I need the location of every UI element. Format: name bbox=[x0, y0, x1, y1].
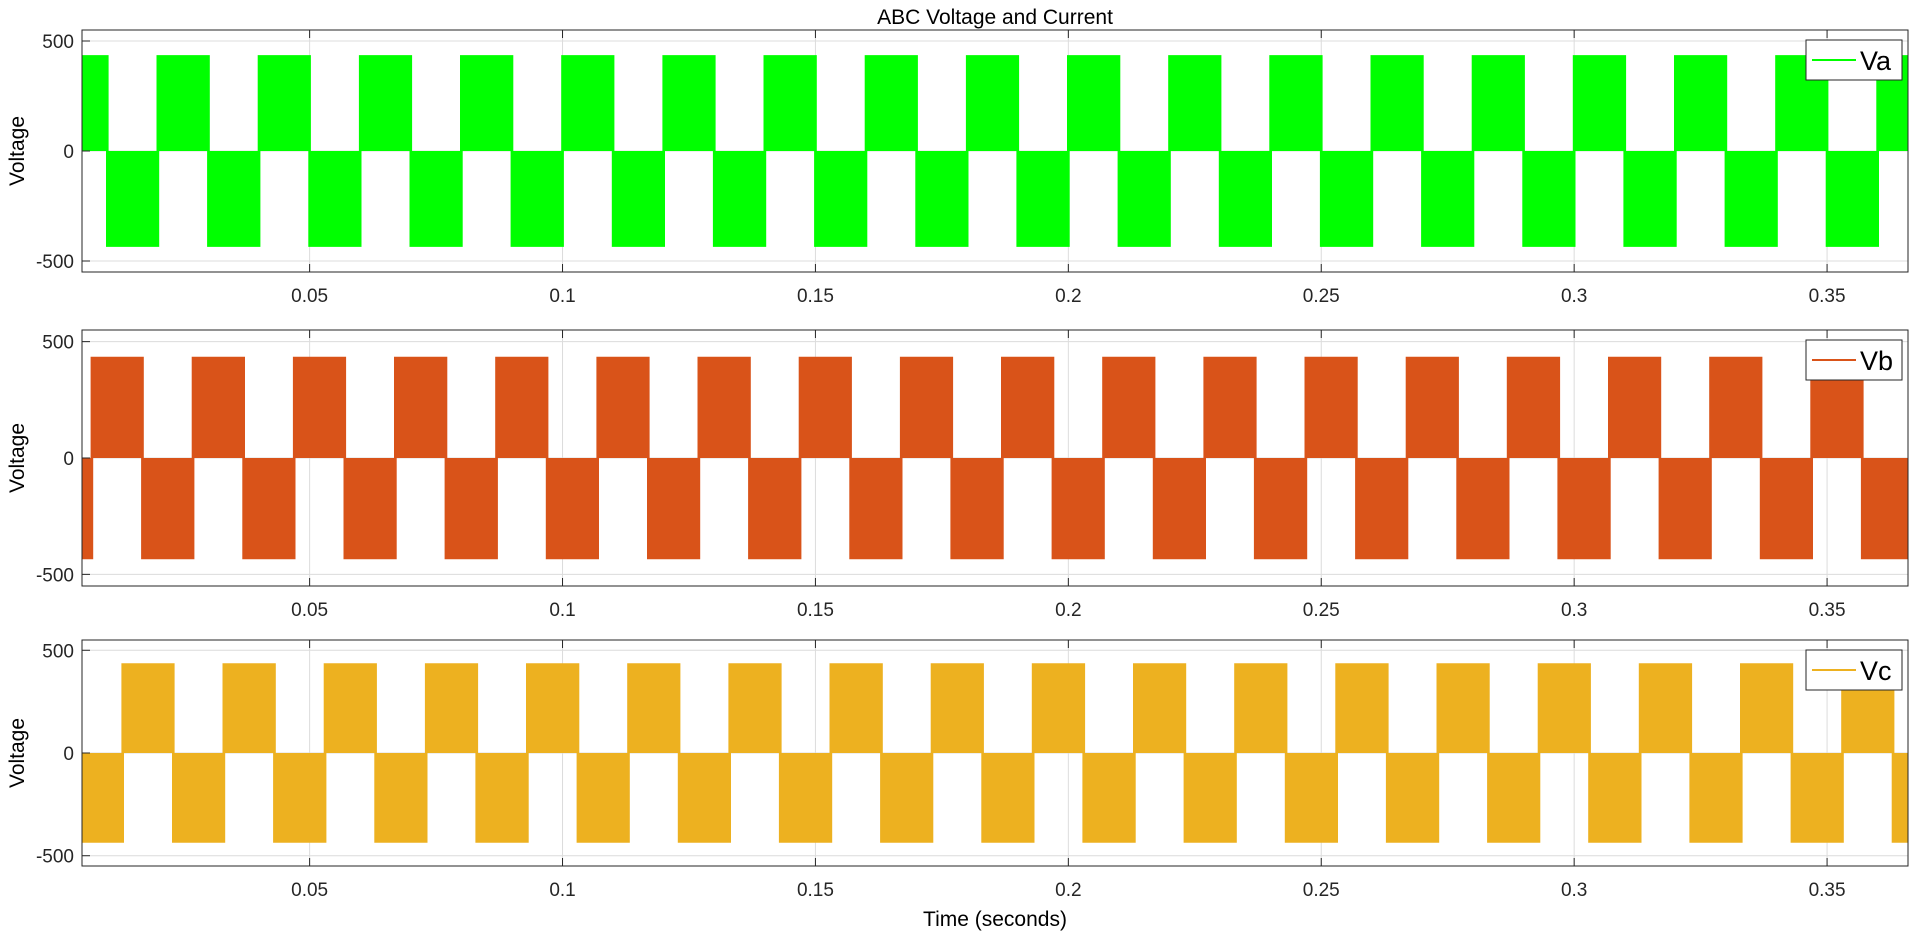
subplot-2: 0.05 0.1 0.15 0.2 0.25 0.3 0.35 -500 0 500 Voltage… bbox=[6, 329, 1909, 621]
legend: Va bbox=[1805, 39, 1903, 81]
y-tick-label: 500 bbox=[42, 333, 74, 354]
subplots: 0.05 0.1 0.15 0.2 0.25 0.3 0.35 -500 0 500 Voltage… bbox=[6, 29, 1909, 901]
series-vc-line bbox=[82, 663, 1908, 843]
subplot-3: 0.05 0.1 0.15 0.2 0.25 0.3 0.35 -500 0 500 Voltage… bbox=[6, 639, 1909, 901]
y-tick-label: -500 bbox=[36, 565, 74, 586]
x-tick-label: 0.25 bbox=[1303, 600, 1340, 621]
x-tick-label: 0.1 bbox=[549, 880, 575, 901]
series-vb-line bbox=[82, 356, 1908, 560]
x-tick-label: 0.1 bbox=[549, 600, 575, 621]
y-axis-label: Voltage bbox=[6, 718, 29, 788]
x-tick-label: 0.2 bbox=[1055, 880, 1081, 901]
x-tick-label: 0.05 bbox=[291, 286, 328, 307]
x-tick-label: 0.05 bbox=[291, 600, 328, 621]
y-axis-label: Voltage bbox=[6, 423, 29, 493]
x-tick-label: 0.35 bbox=[1809, 880, 1846, 901]
series-va-line bbox=[82, 55, 1908, 247]
chart-title: ABC Voltage and Current bbox=[877, 6, 1113, 29]
x-tick-label: 0.15 bbox=[797, 880, 834, 901]
subplot-1: 0.05 0.1 0.15 0.2 0.25 0.3 0.35 -500 0 500 Voltage… bbox=[6, 29, 1909, 307]
y-tick-label: 500 bbox=[42, 641, 74, 662]
x-axis-label: Time (seconds) bbox=[923, 908, 1067, 931]
x-tick-label: 0.25 bbox=[1303, 286, 1340, 307]
y-tick-label: 500 bbox=[42, 32, 74, 53]
x-tick-label: 0.1 bbox=[549, 286, 575, 307]
x-tick-label: 0.15 bbox=[797, 600, 834, 621]
x-tick-label: 0.3 bbox=[1561, 286, 1587, 307]
y-tick-label: 0 bbox=[63, 744, 74, 765]
y-axis-label: Voltage bbox=[6, 116, 29, 186]
x-tick-label: 0.3 bbox=[1561, 600, 1587, 621]
legend-label: Vc bbox=[1860, 656, 1892, 686]
y-tick-label: -500 bbox=[36, 252, 74, 273]
x-tick-label: 0.2 bbox=[1055, 286, 1081, 307]
x-tick-label: 0.3 bbox=[1561, 880, 1587, 901]
x-tick-label: 0.35 bbox=[1809, 600, 1846, 621]
x-tick-label: 0.2 bbox=[1055, 600, 1081, 621]
y-tick-label: 0 bbox=[63, 449, 74, 470]
y-tick-label: -500 bbox=[36, 847, 74, 868]
legend: Vb bbox=[1805, 339, 1903, 381]
x-tick-label: 0.35 bbox=[1809, 286, 1846, 307]
legend-label: Va bbox=[1860, 46, 1892, 76]
y-tick-label: 0 bbox=[63, 142, 74, 163]
x-tick-label: 0.15 bbox=[797, 286, 834, 307]
x-tick-label: 0.05 bbox=[291, 880, 328, 901]
legend: Vc bbox=[1805, 649, 1903, 691]
legend-label: Vb bbox=[1860, 346, 1893, 376]
x-tick-label: 0.25 bbox=[1303, 880, 1340, 901]
